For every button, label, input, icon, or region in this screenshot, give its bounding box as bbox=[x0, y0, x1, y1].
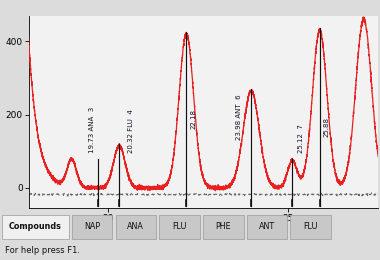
Text: NAP: NAP bbox=[84, 222, 100, 231]
Text: 25.12  7: 25.12 7 bbox=[298, 124, 304, 153]
Text: Compounds: Compounds bbox=[9, 222, 62, 231]
FancyBboxPatch shape bbox=[116, 215, 156, 239]
Text: FLU: FLU bbox=[303, 222, 318, 231]
FancyBboxPatch shape bbox=[159, 215, 200, 239]
Text: ANA: ANA bbox=[127, 222, 144, 231]
FancyBboxPatch shape bbox=[2, 215, 69, 239]
FancyBboxPatch shape bbox=[203, 215, 244, 239]
Text: 23.98 ANT  6: 23.98 ANT 6 bbox=[236, 95, 242, 140]
FancyBboxPatch shape bbox=[290, 215, 331, 239]
Text: 19.73 ANA  3: 19.73 ANA 3 bbox=[89, 107, 95, 153]
FancyBboxPatch shape bbox=[72, 215, 112, 239]
Text: 22.18: 22.18 bbox=[190, 109, 196, 129]
Text: ANT: ANT bbox=[259, 222, 275, 231]
Text: 20.32 FLU  4: 20.32 FLU 4 bbox=[128, 109, 134, 153]
Text: PHE: PHE bbox=[215, 222, 231, 231]
Text: 25.88: 25.88 bbox=[324, 116, 330, 136]
Text: FLU: FLU bbox=[172, 222, 187, 231]
FancyBboxPatch shape bbox=[247, 215, 287, 239]
Text: For help press F1.: For help press F1. bbox=[5, 246, 79, 255]
